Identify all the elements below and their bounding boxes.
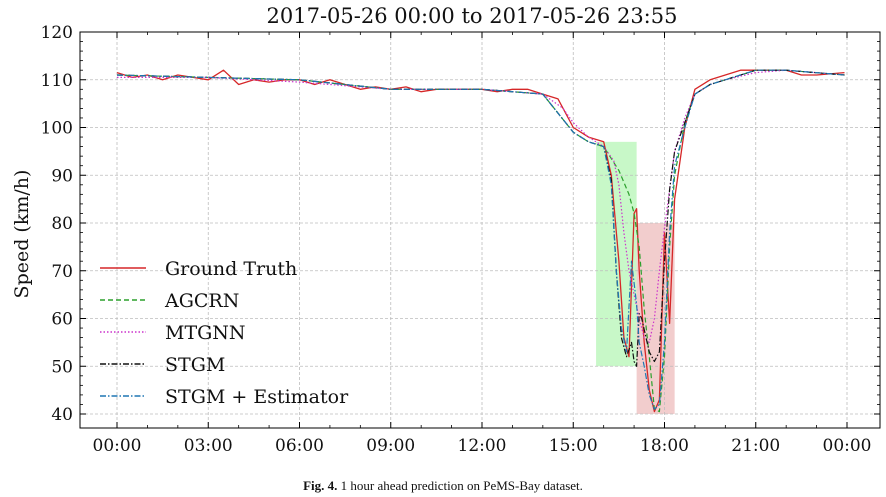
legend-label: STGM [165,354,225,376]
y-axis-label: Speed (km/h) [11,170,33,299]
series-line-ground-truth [116,69,845,413]
chart-svg: 00:00 03:00 06:00 09:00 12:00 15:00 18:00 21:00… [11,4,881,456]
x-tick-label: 15:00 [549,436,598,456]
series-line-stgm-estimator [116,69,845,410]
tick-labels: 00:00 03:00 06:00 09:00 12:00 15:00 18:00 21:00… [41,23,872,456]
plot-frame [79,31,881,429]
x-tick-label: 18:00 [640,436,689,456]
x-tick-label: 12:00 [458,436,507,456]
legend: Ground Truth AGCRN MTGNN STGM STGM + Estimat… [100,258,349,408]
y-tick-label: 120 [41,23,73,43]
axis-ticks [80,31,880,428]
legend-label: Ground Truth [165,258,297,280]
y-tick-label: 70 [51,262,73,282]
y-tick-label: 60 [51,310,73,330]
x-tick-label: 09:00 [366,436,415,456]
figure-caption: Fig. 4. 1 hour ahead prediction on PeMS-… [0,478,886,494]
y-tick-label: 80 [51,214,73,234]
caption-text: 1 hour ahead prediction on PeMS-Bay data… [337,478,583,493]
y-tick-label: 110 [41,71,73,91]
x-tick-label: 21:00 [731,436,780,456]
x-tick-label: 06:00 [275,436,324,456]
y-tick-label: 50 [51,357,73,377]
legend-label: STGM + Estimator [165,386,349,408]
series-line-agcrn [116,69,845,413]
x-tick-label: 03:00 [184,436,233,456]
y-tick-label: 90 [51,166,73,186]
x-tick-label: 00:00 [93,436,142,456]
series-lines [116,69,845,413]
caption-label: Fig. 4. [303,478,338,493]
x-tick-label: 00:00 [823,436,872,456]
y-tick-label: 40 [51,405,73,425]
grid [80,31,880,428]
legend-label: AGCRN [164,290,239,312]
legend-label: MTGNN [165,322,246,344]
chart-title: 2017-05-26 00:00 to 2017-05-26 23:55 [267,4,678,28]
y-tick-label: 100 [41,119,73,139]
